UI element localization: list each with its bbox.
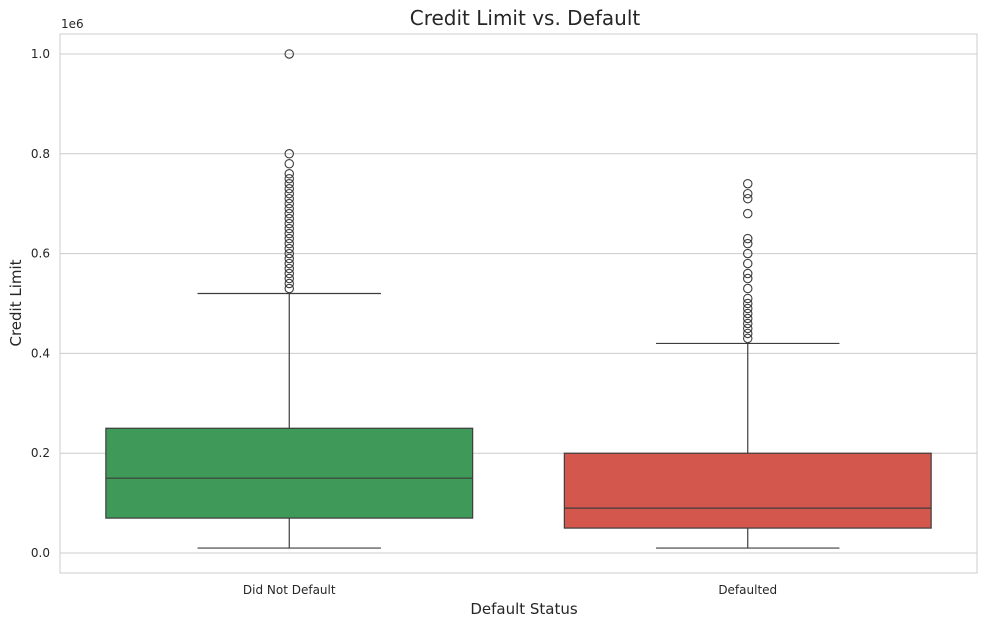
chart-title: Credit Limit vs. Default — [410, 6, 641, 30]
outlier-point — [742, 178, 753, 189]
outlier-point — [742, 318, 753, 329]
outlier-point — [742, 208, 753, 219]
outlier-point — [284, 173, 294, 184]
outlier-point — [284, 243, 294, 254]
outlier-point — [284, 183, 294, 194]
outlier-point — [284, 228, 294, 239]
outlier-point — [284, 223, 294, 234]
y-axis-offset-label: 1e6 — [61, 17, 84, 31]
outlier-point — [742, 333, 753, 344]
outlier-point — [284, 263, 294, 274]
x-axis-ticks: Did Not Default Defaulted — [243, 583, 777, 597]
box-group — [563, 178, 932, 549]
boxes — [105, 49, 932, 549]
y-tick-label: 0.2 — [31, 446, 50, 460]
y-tick-label: 0.4 — [31, 346, 50, 360]
outlier-point — [284, 283, 294, 294]
outlier-point — [742, 233, 753, 244]
outlier-point — [284, 273, 294, 284]
outlier-point — [742, 258, 753, 269]
outlier-point — [742, 248, 753, 259]
outlier-point — [742, 293, 753, 304]
outlier-point — [742, 323, 753, 334]
outlier-point — [742, 313, 753, 324]
outlier-point — [742, 298, 753, 309]
outlier-point — [742, 188, 753, 199]
outlier-point — [284, 49, 294, 59]
y-tick-label: 1.0 — [31, 47, 50, 61]
y-tick-label: 0.6 — [31, 247, 50, 261]
outlier-point — [742, 303, 753, 314]
outlier-point — [284, 238, 294, 249]
outlier-point — [742, 283, 753, 294]
outlier-point — [284, 268, 294, 279]
x-tick-label: Defaulted — [718, 583, 777, 597]
y-axis-ticks: 0.0 0.2 0.4 0.6 0.8 1.0 — [31, 47, 50, 560]
plot-area-frame — [59, 33, 978, 574]
outlier-point — [742, 308, 753, 319]
outlier-point — [284, 149, 294, 159]
outlier-point — [284, 208, 294, 219]
x-axis-label: Default Status — [470, 600, 578, 618]
outlier-point — [742, 268, 753, 279]
y-axis-label: Credit Limit — [7, 259, 25, 346]
outlier-point — [284, 178, 294, 189]
iqr-box — [105, 427, 474, 519]
outlier-point — [284, 203, 294, 214]
outlier-point — [284, 193, 294, 204]
outlier-point — [742, 273, 753, 284]
outlier-point — [284, 159, 294, 169]
outlier-point — [742, 238, 753, 249]
outlier-point — [284, 198, 294, 209]
y-tick-label: 0.8 — [31, 147, 50, 161]
box-group — [105, 49, 474, 549]
outlier-point — [284, 278, 294, 289]
outlier-point — [284, 218, 294, 229]
outlier-point — [284, 188, 294, 199]
iqr-box — [563, 452, 932, 529]
x-tick-label: Did Not Default — [243, 583, 336, 597]
y-tick-label: 0.0 — [31, 546, 50, 560]
outlier-point — [284, 168, 294, 179]
outlier-point — [284, 233, 294, 244]
outlier-point — [284, 213, 294, 224]
outlier-point — [742, 328, 753, 339]
outlier-point — [742, 193, 753, 204]
outlier-point — [284, 248, 294, 259]
outlier-point — [284, 253, 294, 264]
outlier-point — [284, 258, 294, 269]
